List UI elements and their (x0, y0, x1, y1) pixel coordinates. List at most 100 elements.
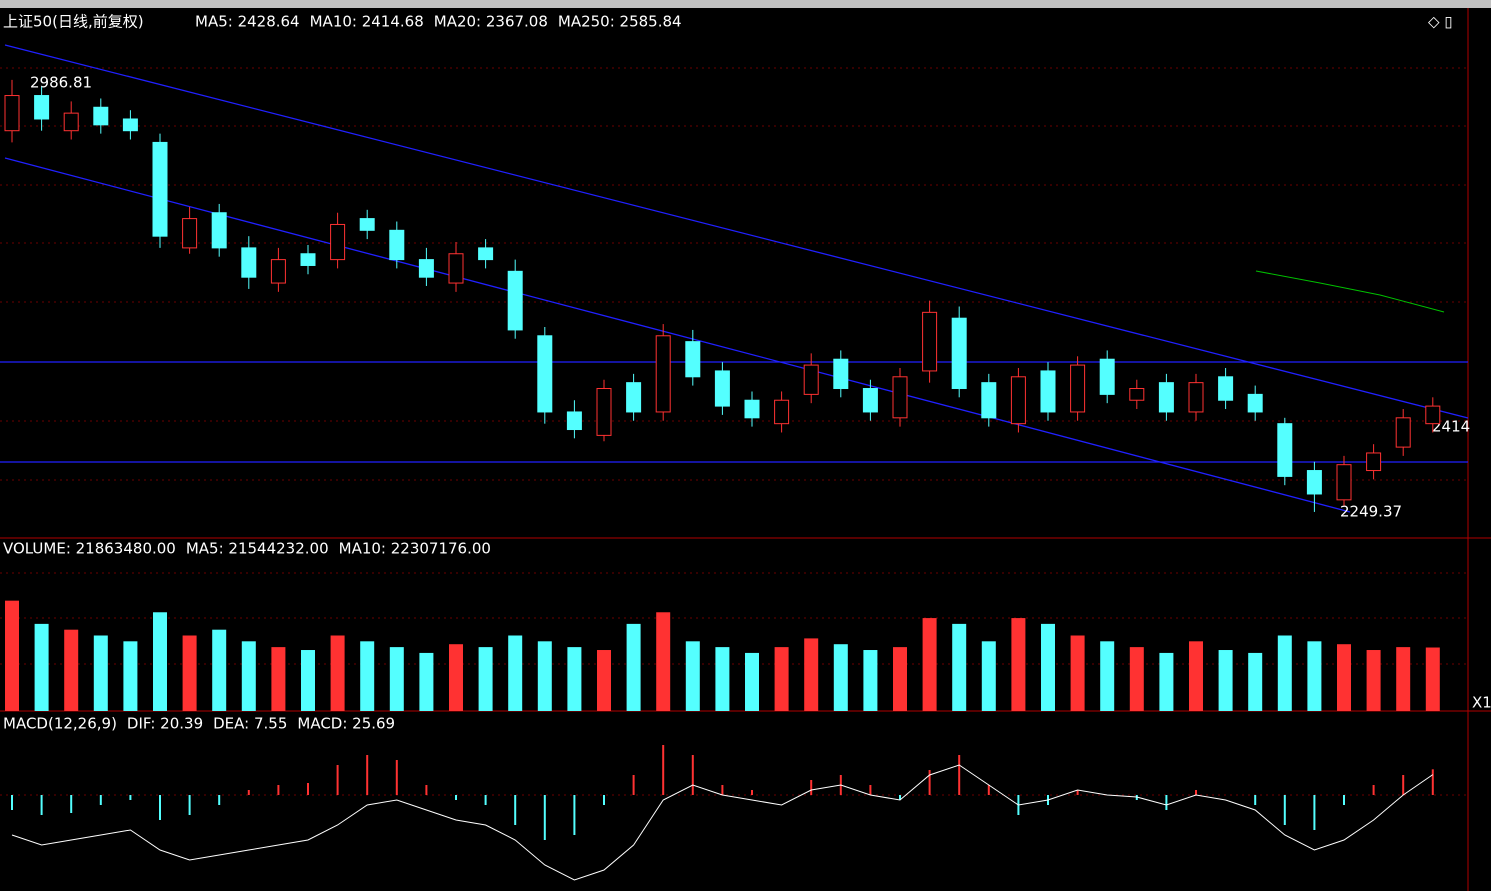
legend-item: MACD: 25.69 (297, 715, 395, 733)
volume-bar (330, 635, 345, 711)
candle-body (1099, 358, 1115, 395)
legend-item: MACD(12,26,9) (3, 715, 117, 733)
volume-bar (656, 612, 671, 711)
top-bar (0, 0, 1491, 8)
macd-bar (899, 795, 901, 800)
macd-bar (721, 785, 724, 795)
candle-body (1395, 417, 1411, 448)
candle-body (1306, 470, 1322, 495)
volume-bar (1337, 644, 1351, 711)
candle-body (626, 382, 642, 413)
macd-bar (307, 783, 309, 795)
volume-bar (804, 638, 819, 711)
macd-bar (1343, 795, 1345, 805)
volume-bar (626, 623, 641, 711)
last-label: 2414 (1432, 418, 1470, 436)
volume-bar (1277, 635, 1292, 711)
macd-bar (336, 765, 339, 795)
candle-body (93, 106, 109, 126)
candle-body (655, 335, 671, 413)
trend-lines (0, 44, 1469, 513)
macd-bar (159, 795, 161, 820)
legend-item: VOLUME: 21863480.00 (3, 540, 176, 558)
candle-body (951, 317, 967, 390)
marks (4, 79, 1441, 881)
macd-bar (484, 795, 487, 805)
legend-item: MA250: 2585.84 (558, 13, 682, 31)
macd-bar (810, 780, 813, 795)
candle-body (803, 364, 819, 395)
macd-bar (691, 755, 694, 795)
volume-bar (1129, 647, 1144, 711)
legend-item: MA5: 21544232.00 (186, 540, 329, 558)
candle-body (1218, 376, 1234, 401)
volume-bar (301, 650, 315, 711)
macd-bar (11, 795, 13, 810)
candle-body (862, 388, 878, 413)
candle-body (182, 218, 198, 249)
macd-bar (603, 795, 605, 805)
volume-bar (212, 629, 227, 711)
volume-bar (1366, 650, 1381, 711)
legend-item: MA5: 2428.64 (195, 13, 300, 31)
volume-bar (1248, 652, 1263, 711)
macd-bar (455, 795, 457, 800)
volume-bar (389, 647, 404, 711)
price-legend: MA5: 2428.64 MA10: 2414.68 MA20: 2367.08 MA… (195, 13, 682, 31)
macd-bar (1372, 785, 1375, 795)
volume-bar (833, 644, 848, 711)
macd-bar (958, 755, 961, 795)
volume-bar (449, 644, 463, 711)
volume-bar (1011, 618, 1026, 711)
volume-bar (1070, 635, 1085, 711)
candle-body (1336, 464, 1352, 501)
candle-body (418, 259, 434, 278)
macd-bar (1431, 769, 1434, 795)
macd-bar (1254, 795, 1257, 805)
candle-body (448, 253, 464, 284)
candle-body (1129, 388, 1145, 401)
volume-legend: VOLUME: 21863480.00 MA5: 21544232.00 MA10:… (3, 540, 491, 558)
candle-body (537, 335, 553, 413)
macd-bar (70, 795, 73, 813)
volume-bar (567, 647, 582, 711)
macd-legend: MACD(12,26,9) DIF: 20.39 DEA: 7.55 MACD: 25… (3, 715, 395, 733)
volume-bar (241, 641, 256, 711)
dif-line (11, 764, 1434, 881)
macd-bar (1165, 795, 1168, 810)
volume-bar (123, 641, 138, 711)
candle-body (892, 376, 908, 419)
candle-body (478, 247, 494, 261)
candle-body (1070, 364, 1086, 413)
legend-item: DIF: 20.39 (127, 715, 203, 733)
macd-bar (1402, 775, 1405, 795)
volume-bar (1100, 641, 1115, 711)
volume-bar (685, 641, 700, 711)
macd-bar (40, 795, 43, 815)
macd-bar (129, 795, 132, 800)
volume-bar (1425, 647, 1440, 711)
macd-bar (218, 795, 221, 805)
candle-body (152, 141, 168, 237)
low-label: 2249.37 (1340, 503, 1402, 521)
candle-body (359, 218, 375, 231)
scale-label: X1 (1472, 694, 1491, 712)
volume-bar (537, 641, 552, 711)
candle-body (922, 311, 938, 372)
macd-bar (1195, 790, 1197, 795)
volume-bar (1041, 623, 1055, 711)
volume-bar (182, 635, 197, 711)
candle-body (389, 229, 405, 261)
grid (0, 67, 1468, 796)
volume-bar (153, 612, 167, 711)
window-buttons[interactable]: ◇ ▯ (1428, 13, 1453, 31)
volume-bar (5, 600, 19, 711)
candle-body (1040, 370, 1056, 413)
macd-bar (247, 790, 250, 795)
volume-bar (1396, 647, 1411, 711)
volume-bar (64, 629, 79, 711)
volume-bar (1307, 641, 1322, 711)
macd-bar (395, 760, 398, 795)
candle-body (300, 253, 316, 266)
